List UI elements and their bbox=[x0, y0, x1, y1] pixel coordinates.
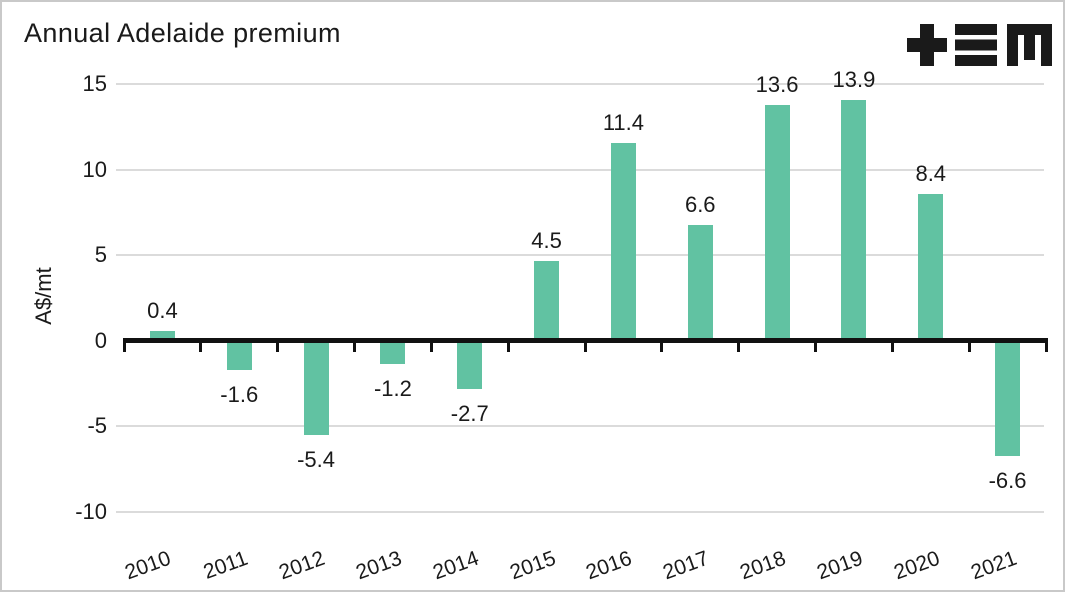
axis-tick bbox=[276, 338, 280, 352]
bar-2019 bbox=[841, 100, 867, 338]
x-tick-label: 2021 bbox=[967, 546, 1020, 585]
y-tick-label: -10 bbox=[75, 498, 107, 524]
value-label: -1.2 bbox=[373, 376, 412, 401]
axis-tick bbox=[890, 338, 894, 352]
axis-tick bbox=[353, 338, 356, 352]
axis-tick bbox=[199, 338, 203, 352]
value-label: 8.4 bbox=[915, 161, 947, 186]
value-label: 11.4 bbox=[602, 110, 644, 135]
value-label: 6.6 bbox=[684, 192, 716, 217]
x-tick-label: 2015 bbox=[506, 546, 559, 585]
value-label: 4.5 bbox=[531, 228, 562, 253]
x-tick-label: 2010 bbox=[122, 546, 175, 585]
bar-2020 bbox=[918, 194, 944, 338]
chart-title: Annual Adelaide premium bbox=[24, 18, 341, 48]
x-tick-label: 2019 bbox=[813, 546, 866, 585]
bar-2015 bbox=[534, 261, 560, 338]
axis-tick bbox=[660, 338, 664, 352]
y-tick-label: 10 bbox=[82, 156, 107, 182]
gridline bbox=[116, 254, 1044, 256]
x-tick-label: 2016 bbox=[583, 546, 636, 585]
value-label: 0.4 bbox=[147, 298, 178, 323]
x-tick-label: 2020 bbox=[890, 546, 943, 585]
value-label: 13.6 bbox=[755, 72, 799, 97]
x-tick-label: 2014 bbox=[429, 546, 482, 585]
value-label: 13.9 bbox=[832, 67, 876, 92]
bar-2014 bbox=[457, 343, 483, 389]
y-tick-label: 5 bbox=[94, 242, 107, 267]
axis-tick bbox=[1044, 338, 1048, 352]
bar-2018 bbox=[764, 105, 790, 338]
x-tick-label: 2011 bbox=[200, 546, 252, 584]
x-tick-label: 2017 bbox=[660, 546, 713, 585]
gridline bbox=[116, 510, 1044, 513]
gridline bbox=[116, 83, 1044, 85]
x-tick-label: 2013 bbox=[352, 546, 405, 585]
axis-tick bbox=[737, 338, 741, 352]
value-label: -2.7 bbox=[450, 401, 489, 426]
bar-2021 bbox=[995, 343, 1021, 456]
axis-tick bbox=[506, 338, 510, 352]
gridline bbox=[116, 425, 1044, 427]
bar-2010 bbox=[149, 331, 175, 338]
axis-tick bbox=[122, 338, 126, 352]
value-label: -1.6 bbox=[220, 382, 259, 407]
m-icon bbox=[1007, 24, 1052, 66]
bar-2011 bbox=[226, 343, 252, 370]
value-label: -5.4 bbox=[297, 447, 336, 472]
y-tick-label: 0 bbox=[94, 327, 107, 353]
gridline bbox=[116, 168, 1044, 171]
bar-2012 bbox=[303, 343, 329, 435]
x-tick-label: 2018 bbox=[737, 546, 789, 585]
y-tick-label: 15 bbox=[82, 71, 107, 96]
y-tick-label: -5 bbox=[87, 413, 107, 438]
x-tick-label: 2012 bbox=[276, 546, 328, 585]
bar-2013 bbox=[380, 343, 406, 364]
value-label: -6.6 bbox=[988, 468, 1027, 493]
axis-tick bbox=[429, 338, 433, 352]
bar-2017 bbox=[687, 225, 713, 338]
tem-logo bbox=[907, 24, 1052, 66]
triple-bar-icon bbox=[955, 24, 997, 66]
axis-tick bbox=[967, 338, 971, 352]
axis-tick bbox=[583, 338, 587, 352]
x-axis-line bbox=[124, 338, 1046, 343]
bar-2016 bbox=[610, 143, 636, 338]
plus-icon bbox=[907, 24, 947, 66]
axis-tick bbox=[814, 338, 817, 352]
